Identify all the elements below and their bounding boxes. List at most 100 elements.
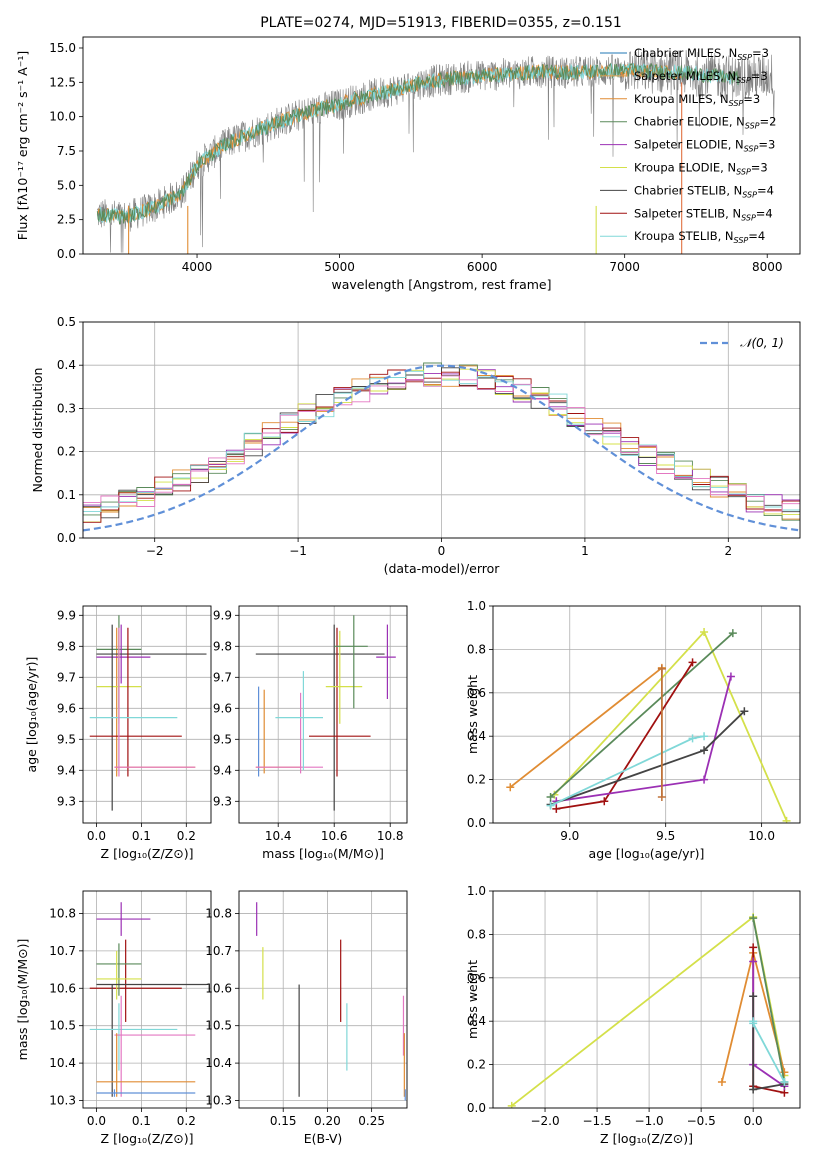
weight-point-marker (749, 1085, 758, 1094)
weight-point-marker (749, 914, 758, 923)
weight-point-marker (780, 1077, 789, 1086)
x-tick-label: 0.2 (177, 1114, 196, 1128)
axes-frame (82, 890, 212, 1109)
weight-series-line (550, 735, 705, 807)
weight-point-marker (740, 707, 749, 716)
error-bar-point (376, 624, 396, 699)
plot-area (256, 902, 406, 1101)
y-tick-label: 15.0 (49, 41, 76, 55)
weight-series-line (511, 915, 786, 1107)
x-axis-label: (data-model)/error (384, 561, 501, 576)
x-axis-label: mass [log₁₀(M/M⊙)] (262, 846, 384, 861)
weight-point-marker (546, 801, 555, 810)
x-axis-label: Z [log₁₀(Z/Z⊙)] (101, 846, 194, 861)
error-bar-point (89, 661, 178, 771)
x-tick-label: 0.25 (358, 1114, 385, 1128)
error-bar-point (96, 950, 142, 1000)
y-axis-label: mass weight (465, 960, 480, 1039)
error-bar-point (114, 627, 196, 777)
x-tick-label: 0.15 (270, 1114, 297, 1128)
y-tick-label: 10.0 (49, 110, 76, 124)
x-tick-label: 0 (438, 544, 446, 558)
x-axis-label: Z [log₁₀(Z/Z⊙)] (600, 1131, 693, 1146)
y-tick-label: 0.0 (57, 531, 76, 545)
y-tick-label: 0.0 (467, 816, 486, 830)
weight-point-marker (700, 746, 709, 755)
histogram-series (83, 375, 800, 538)
y-tick-label: 0.8 (467, 642, 486, 656)
x-tick-label: 5000 (324, 260, 355, 274)
x-tick-label: 9.5 (656, 829, 675, 843)
weight-point-marker (749, 957, 758, 966)
axes-frame (82, 321, 801, 539)
y-tick-label: 10.6 (205, 981, 232, 995)
x-tick-label: −1 (289, 544, 307, 558)
y-tick-label: 7.5 (57, 144, 76, 158)
weight-point-marker (507, 1101, 516, 1108)
error-bar-point (114, 627, 196, 777)
x-tick-label: 2 (724, 544, 732, 558)
y-tick-label: 10.6 (49, 981, 76, 995)
residuals-panel: −2 −1 0 1 2 0.0 0.1 0.2 0.3 0.4 0.5 (data-model)/er… (30, 315, 801, 576)
axes-frame (82, 605, 212, 824)
mass-vs-metallicity-panel: 0.0 0.1 0.2 10.3 10.4 10.5 10.6 10.7 10.8 Z [log₁… (15, 890, 212, 1146)
x-tick-label: 9.0 (560, 829, 579, 843)
x-tick-label: 4000 (182, 260, 213, 274)
y-tick-label: 12.5 (49, 75, 76, 89)
mass-vs-ebv-panel: 0.15 0.20 0.25 10.3 10.4 10.5 10.6 10.7 10.8 E(B-… (205, 890, 408, 1146)
weight-point-marker (688, 658, 697, 667)
weight-series-line (509, 667, 663, 788)
legend-entry: Chabrier MILES, NSSP=3 (634, 46, 769, 62)
y-tick-label: 1.0 (467, 599, 486, 613)
error-bar-point (334, 615, 368, 709)
x-tick-label: 0.0 (87, 1114, 106, 1128)
x-tick-label: 0.2 (177, 829, 196, 843)
legend-entry: Kroupa STELIB, NSSP=4 (634, 229, 765, 245)
x-tick-label: 6000 (467, 260, 498, 274)
y-tick-label: 9.3 (213, 794, 232, 808)
x-tick-label: −1.5 (582, 1114, 611, 1128)
legend-entry: Kroupa ELODIE, NSSP=3 (634, 161, 768, 177)
weight-point-marker (749, 992, 758, 1001)
normal-distribution-line (83, 364, 800, 532)
weight-vs-metallicity-panel: −2.0 −1.5 −1.0 −0.5 0.0 0.0 0.2 0.4 0.6 0.8 1.0 Z [… (465, 884, 801, 1146)
x-tick-label: 1 (581, 544, 589, 558)
error-bar-point (255, 692, 323, 774)
x-tick-label: 10.6 (321, 829, 348, 843)
y-tick-label: 9.4 (57, 763, 76, 777)
weight-point-marker (700, 628, 709, 637)
plot-area (89, 615, 207, 811)
y-axis-label: Normed distribution (30, 368, 45, 493)
figure-title: PLATE=0274, MJD=51913, FIBERID=0355, z=0… (260, 15, 622, 31)
y-axis-label: mass [log₁₀(M/M⊙)] (15, 939, 30, 1061)
y-tick-label: 0.2 (57, 445, 76, 459)
y-tick-label: 9.4 (213, 763, 232, 777)
y-tick-label: 9.5 (57, 732, 76, 746)
weight-vs-age-panel: 9.0 9.5 10.0 0.0 0.2 0.4 0.6 0.8 1.0 age [log₁₀(a… (465, 599, 801, 861)
x-tick-label: 0.1 (132, 1114, 151, 1128)
y-tick-label: 9.6 (57, 701, 76, 715)
x-tick-label: 10.4 (265, 829, 292, 843)
weight-series-line (553, 630, 788, 822)
weight-point-marker (657, 792, 666, 801)
y-tick-label: 0.4 (467, 729, 486, 743)
plot-area (96, 48, 775, 254)
weight-point-marker (600, 797, 609, 806)
y-tick-label: 10.8 (49, 906, 76, 920)
y-tick-label: 9.3 (57, 794, 76, 808)
error-bar-point (114, 995, 196, 1097)
weight-point-marker (506, 783, 515, 792)
y-tick-label: 10.4 (205, 1056, 232, 1070)
error-bar-point (96, 943, 142, 996)
y-tick-label: 0.6 (467, 686, 486, 700)
y-tick-label: 0.2 (467, 773, 486, 787)
error-bar-point (89, 939, 182, 1022)
x-axis-label: E(B-V) (304, 1131, 343, 1146)
y-tick-label: 10.5 (49, 1019, 76, 1033)
x-tick-label: −1.0 (635, 1114, 664, 1128)
weight-point-marker (717, 1077, 726, 1086)
y-tick-label: 10.8 (205, 906, 232, 920)
axes-frame (238, 890, 408, 1109)
y-tick-label: 1.0 (467, 884, 486, 898)
y-tick-label: 0.4 (57, 358, 76, 372)
